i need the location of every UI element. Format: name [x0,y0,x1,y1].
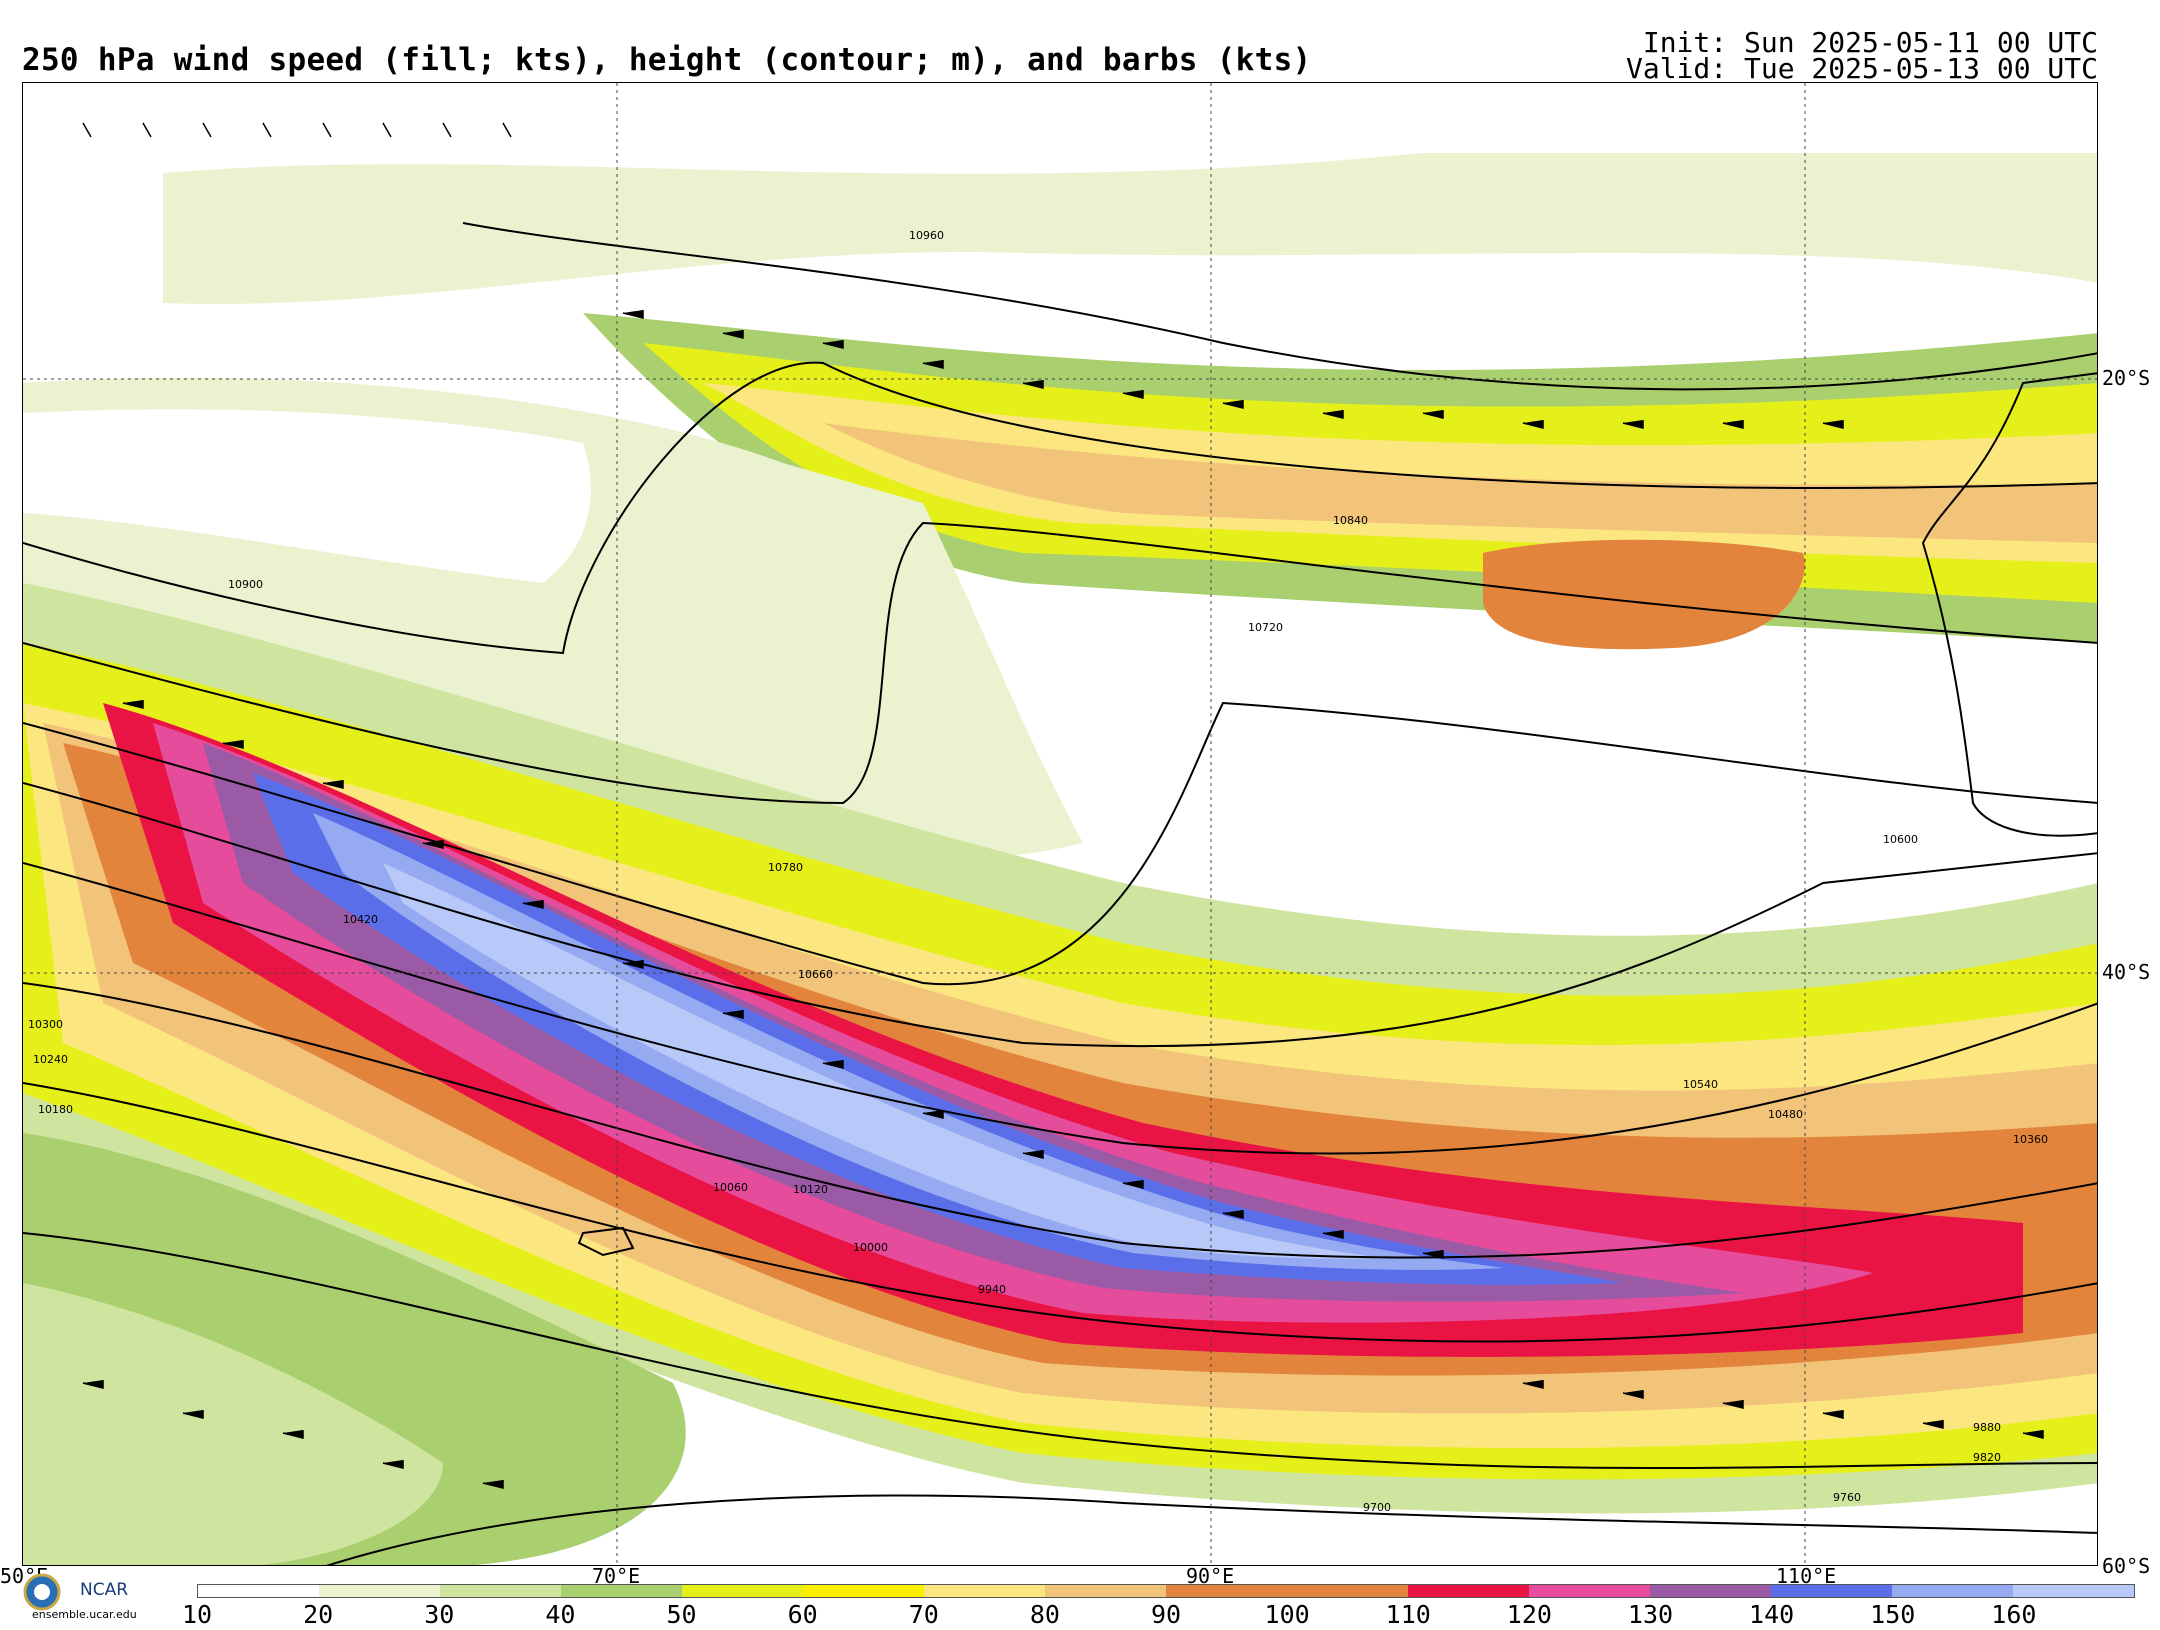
contour-label: 10480 [1768,1108,1803,1121]
colorbar-swatch [682,1585,803,1597]
colorbar-tick-label: 150 [1870,1600,1916,1629]
colorbar-swatch [1045,1585,1166,1597]
colorbar-swatch [2013,1585,2134,1597]
contour-label: 10180 [38,1103,73,1116]
region-jet-core-red [103,703,2023,1357]
region-speed-max-northeast [1483,539,1805,650]
colorbar-swatch [924,1585,1045,1597]
nsf-logo [22,1572,152,1622]
colorbar-tick-label: 50 [666,1600,697,1629]
region-low-speed-north [163,153,2097,304]
map-title: 250 hPa wind speed (fill; kts), height (… [22,42,1312,78]
colorbar-tick-label: 80 [1029,1600,1060,1629]
contour-label: 10900 [228,578,263,591]
contour-label: 9700 [1363,1501,1391,1514]
site-url: ensemble.ucar.edu [32,1608,137,1621]
colorbar-tick-label: 120 [1506,1600,1552,1629]
colorbar-tick-label: 110 [1385,1600,1431,1629]
colorbar-tick-label: 130 [1627,1600,1674,1629]
contour-label: 10240 [33,1053,68,1066]
colorbar-tick-label: 140 [1749,1600,1795,1629]
lat-label-40s: 40°S [2102,960,2151,984]
contour-label: 10540 [1683,1078,1718,1091]
map-canvas: 10960 10900 10840 10720 10780 10660 1060… [23,83,2097,1565]
colorbar-tick-label: 30 [424,1600,455,1629]
contour-label: 10060 [713,1181,748,1194]
colorbar-swatch [1892,1585,2013,1597]
wind-barbs [82,122,2044,1489]
contour-label: 10420 [343,913,378,926]
colorbar-ticks: 10 20 30 40 50 60 70 80 90 100 110 120 130 140 150 160 [0,1600,2160,1630]
contour-label: 10300 [28,1018,63,1031]
colorbar-swatch [803,1585,924,1597]
contour-label: 9820 [1973,1451,2001,1464]
colorbar-tick-label: 90 [1150,1600,1182,1629]
colorbar-swatch [561,1585,682,1597]
colorbar-tick-label: 100 [1264,1600,1310,1629]
run-times: Init: Sun 2025-05-11 00 UTC Valid: Tue 2… [1625,26,2098,85]
colorbar-tick-label: 60 [787,1600,818,1629]
coastline-australia [1921,372,2097,837]
contour-label: 10120 [793,1183,828,1196]
contour-label: 10360 [2013,1133,2048,1146]
contour-label: 10660 [798,968,833,981]
kerguelen-island [577,1226,635,1257]
contour-label: 9760 [1833,1491,1861,1504]
contour-label: 9880 [1973,1421,2001,1434]
colorbar-swatch [1529,1585,1650,1597]
colorbar-tick-label: 70 [908,1600,939,1629]
colorbar-tick-label: 10 [181,1600,213,1629]
contour-label: 10720 [1248,621,1283,634]
colorbar-tick-label: 160 [1991,1600,2037,1629]
contour-label: 10840 [1333,514,1368,527]
lat-label-20s: 20°S [2102,366,2151,390]
contour-label: 10960 [909,229,944,242]
contour-label: 10780 [768,861,803,874]
ncar-logo: NCAR [80,1580,129,1600]
weather-map: 10960 10900 10840 10720 10780 10660 1060… [22,82,2098,1566]
height-contours [23,222,2097,1565]
init-time: Init: Sun 2025-05-11 00 UTC [1642,26,2098,59]
colorbar-swatch [440,1585,561,1597]
colorbar [197,1584,2135,1598]
colorbar-swatch [1166,1585,1287,1597]
nsf-seal-icon [23,1573,61,1611]
contour-label: 10600 [1883,833,1918,846]
contour-label: 10000 [853,1241,888,1254]
colorbar-swatch [1650,1585,1771,1597]
colorbar-swatch [198,1585,319,1597]
colorbar-swatch [1287,1585,1408,1597]
graticule [23,83,2097,1565]
valid-time: Valid: Tue 2025-05-13 00 UTC [1625,52,2098,85]
contour-label-group: 10960 10900 10840 10720 10780 10660 1060… [28,229,2048,1514]
colorbar-swatch [319,1585,440,1597]
colorbar-swatch [1408,1585,1529,1597]
lat-label-60s: 60°S [2102,1554,2151,1578]
contour-label: 9940 [978,1283,1006,1296]
colorbar-tick-label: 20 [303,1600,334,1629]
colorbar-swatch [1771,1585,1892,1597]
colorbar-tick-label: 40 [545,1600,576,1629]
